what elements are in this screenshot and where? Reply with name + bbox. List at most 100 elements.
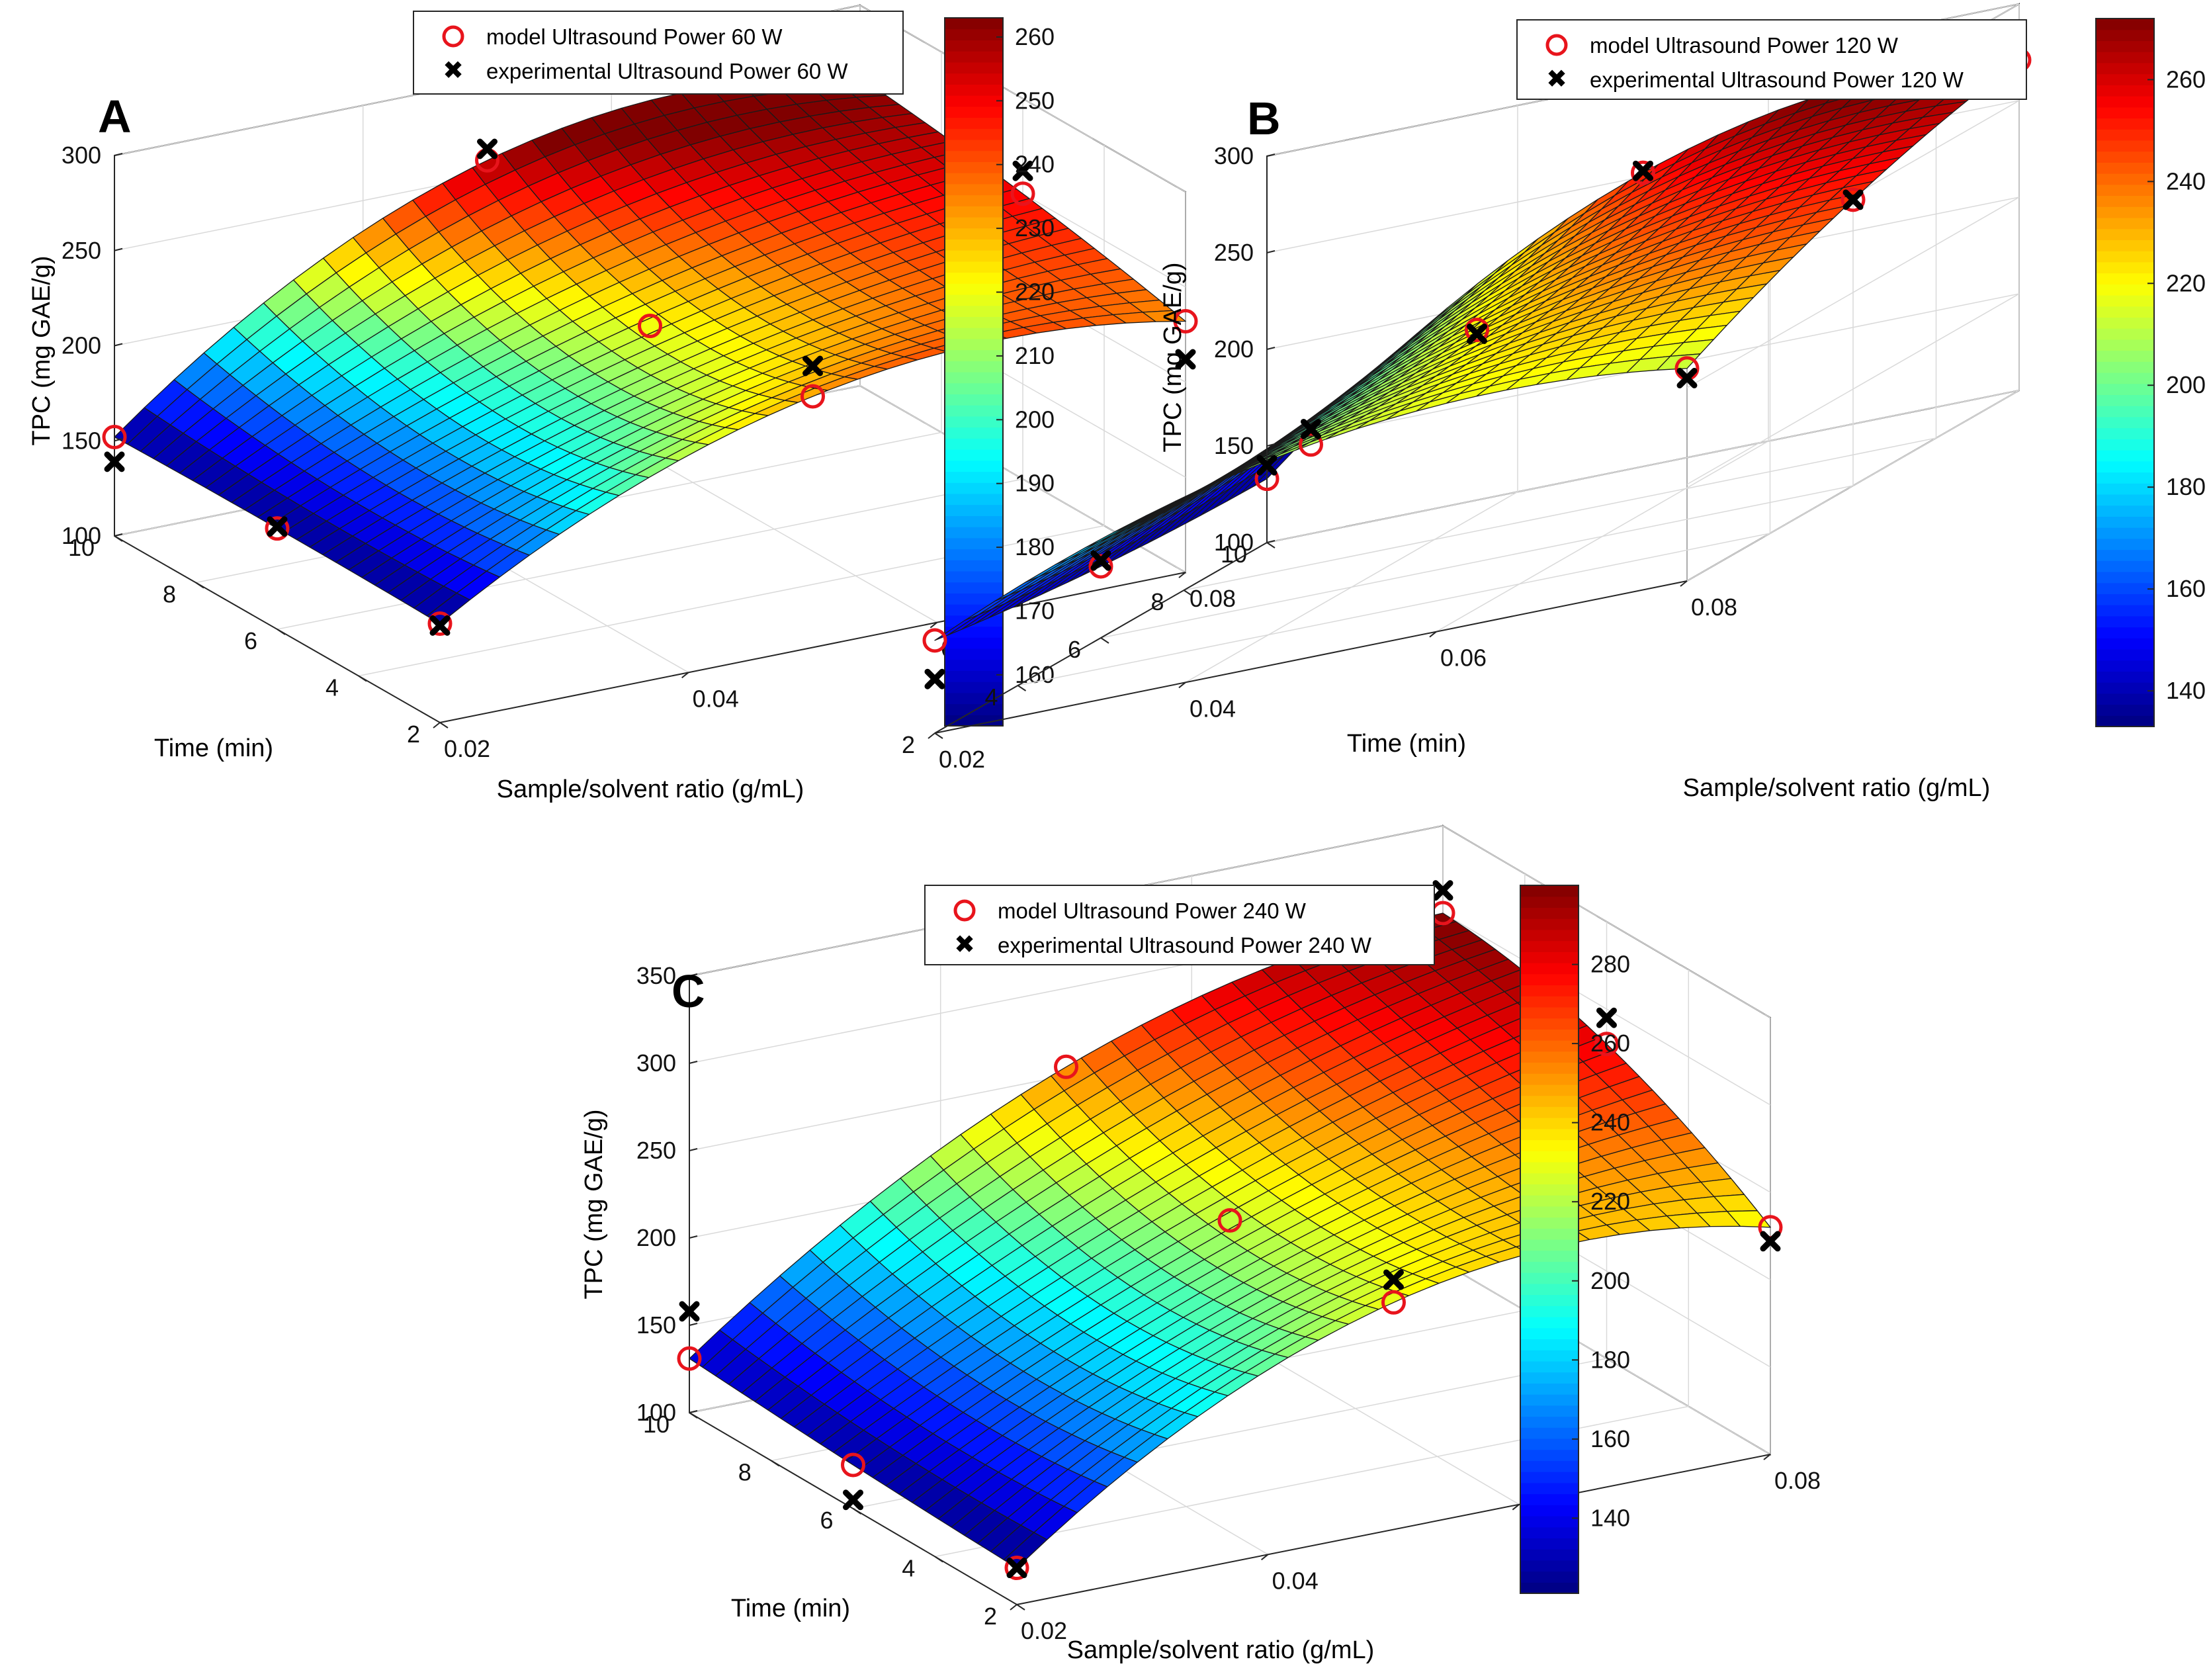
panel-b-experimental-point	[1090, 550, 1111, 571]
panel-a-z-tick	[114, 438, 123, 442]
panel-c-z-tick-label: 300	[636, 1049, 676, 1077]
panel-b-experimental-point	[924, 668, 945, 689]
panel-a-colorbar-band	[945, 560, 1003, 572]
panel-b-colorbar-band	[2096, 605, 2154, 617]
panel-c-model-point	[677, 1346, 702, 1371]
panel-c-colorbar-band	[1520, 1372, 1579, 1384]
panel-a-colorbar-band	[945, 250, 1003, 262]
panel-a-colorbar-band	[945, 682, 1003, 693]
panel-a-ratio-tick	[1178, 572, 1186, 578]
panel-a-colorbar-band	[945, 670, 1003, 682]
panel-b-colorbar-band	[2096, 240, 2154, 251]
panel-b-colorbar-band	[2096, 273, 2154, 285]
panel-c-colorbar-band	[1520, 940, 1579, 952]
panel-b-colorbar-band	[2096, 549, 2154, 561]
panel-b-colorbar-band	[2096, 217, 2154, 230]
panel-b-z-tick	[1266, 443, 1276, 447]
panel-b-colorbar-band	[2096, 682, 2154, 694]
panel-b-colorbar-band	[2096, 195, 2154, 207]
panel-b-ratio-tick-label: 0.04	[1190, 695, 1236, 722]
panel-a-colorbar-band	[945, 382, 1003, 395]
panel-b-z-tick	[1266, 154, 1276, 157]
panel-a-colorbar-band	[945, 305, 1003, 318]
panel-c-colorbar-tick-label: 240	[1590, 1109, 1630, 1136]
panel-b-z-tick	[1266, 250, 1276, 253]
panel-b-z-tick-label: 150	[1214, 432, 1254, 459]
panel-c-ratio-tick-label: 0.02	[1021, 1617, 1067, 1644]
panel-a-colorbar-band	[945, 427, 1003, 439]
panel-a-axes-front	[114, 153, 1186, 729]
panel-a-colorbar-band	[945, 228, 1003, 240]
panel-c-colorbar-tick-label: 180	[1590, 1346, 1630, 1373]
panel-b-experimental-point-stroke	[1467, 323, 1487, 344]
panel-a-colorbar-band	[945, 527, 1003, 539]
panel-c-colorbar-band	[1520, 896, 1579, 908]
panel-c-z-tick	[689, 973, 698, 977]
panel-b-colorbar-band	[2096, 615, 2154, 628]
panel-b-experimental-point-stroke	[1301, 418, 1321, 439]
panel-a-experimental-point-stroke	[802, 355, 823, 376]
panel-c-colorbar-band	[1520, 1084, 1579, 1096]
panel-a-z-tick-label: 200	[62, 332, 101, 359]
panel-a-legend-model-label: model Ultrasound Power 60 W	[486, 24, 783, 49]
panel-c-colorbar-band	[1520, 1493, 1579, 1505]
panel-c-time-tick	[852, 1508, 862, 1515]
panel-b-colorbar-tick-label: 220	[2166, 269, 2206, 296]
panel-b-colorbar-band	[2096, 671, 2154, 683]
panel-b-colorbar-band	[2096, 461, 2154, 473]
panel-a-ratio-tick-label: 0.04	[693, 685, 739, 712]
panel-c-colorbar-band	[1520, 1206, 1579, 1218]
panel-b-ratio-tick-label: 0.06	[1440, 644, 1487, 672]
panel-a-z-tick	[114, 247, 123, 251]
panel-b-colorbar-band	[2096, 251, 2154, 263]
panel-c-z-tick	[689, 1323, 698, 1326]
panel-c-colorbar-band	[1520, 1095, 1579, 1107]
panel-c-colorbar-tick-label: 200	[1590, 1267, 1630, 1294]
panel-b-z-tick	[1266, 540, 1276, 543]
panel-c-colorbar-band	[1520, 1195, 1579, 1207]
panel-a-colorbar-band	[945, 515, 1003, 527]
panel-b-z-tick	[1266, 347, 1276, 350]
panel-c-colorbar-frame	[1520, 885, 1579, 1594]
panel-c-ratio-axis-label: Sample/solvent ratio (g/mL)	[1067, 1636, 1375, 1664]
panel-a-colorbar-band	[945, 283, 1003, 295]
panel-c-colorbar-band	[1520, 1339, 1579, 1350]
panel-b-colorbar-band	[2096, 383, 2154, 396]
panel-a-time-tick-label: 6	[244, 627, 257, 654]
panel-c-legend-model-marker	[953, 899, 976, 922]
panel-c-colorbar-band	[1520, 1006, 1579, 1019]
panel-a-time-tick-label: 10	[68, 534, 95, 561]
panel-b-time-tick	[934, 732, 943, 739]
panel-c-colorbar-band	[1520, 1360, 1579, 1373]
panel-b-z-tick-label: 200	[1214, 335, 1254, 363]
panel-c-colorbar-band	[1520, 1051, 1579, 1063]
panel-b-time-tick	[1266, 542, 1276, 549]
panel-a-colorbar-band	[945, 338, 1003, 351]
panel-b-colorbar-band	[2096, 140, 2154, 152]
panel-b-colorbar-tick-label: 160	[2166, 575, 2206, 602]
panel-a-time-tick	[358, 675, 367, 682]
panel-a-colorbar-band	[945, 84, 1003, 96]
panel-c-experimental-point	[1432, 880, 1453, 901]
panel-a-z-axis-label: TPC (mg GAE/g)	[28, 255, 56, 445]
panel-a-colorbar-tick-label: 210	[1015, 342, 1055, 369]
panel-a-colorbar-band	[945, 549, 1003, 560]
panel-c-time-gridline	[935, 969, 1690, 1558]
panel-c-model-point	[1004, 1556, 1029, 1581]
panel-c-colorbar-band	[1520, 1283, 1579, 1296]
panel-b-experimental-point	[1467, 323, 1487, 344]
panel-b-colorbar-tick-label: 180	[2166, 473, 2206, 500]
panel-b-z-tick-label: 250	[1214, 239, 1254, 266]
panel-a-z-tick-label: 150	[62, 427, 101, 454]
panel-b-time-axis-label: Time (min)	[1347, 730, 1466, 758]
panel-b-colorbar-band	[2096, 527, 2154, 539]
panel-a-model-point	[265, 516, 290, 541]
panel-b-time-tick-label: 6	[1068, 636, 1081, 663]
panel-a-colorbar-tick-label: 200	[1015, 406, 1055, 433]
panel-a-colorbar-band	[945, 18, 1003, 30]
panel-c-model-point	[1054, 1054, 1078, 1079]
panel-b-colorbar-tick-label: 240	[2166, 167, 2206, 195]
panel-a-colorbar-band	[945, 715, 1003, 727]
panel-b-colorbar-band	[2096, 416, 2154, 429]
